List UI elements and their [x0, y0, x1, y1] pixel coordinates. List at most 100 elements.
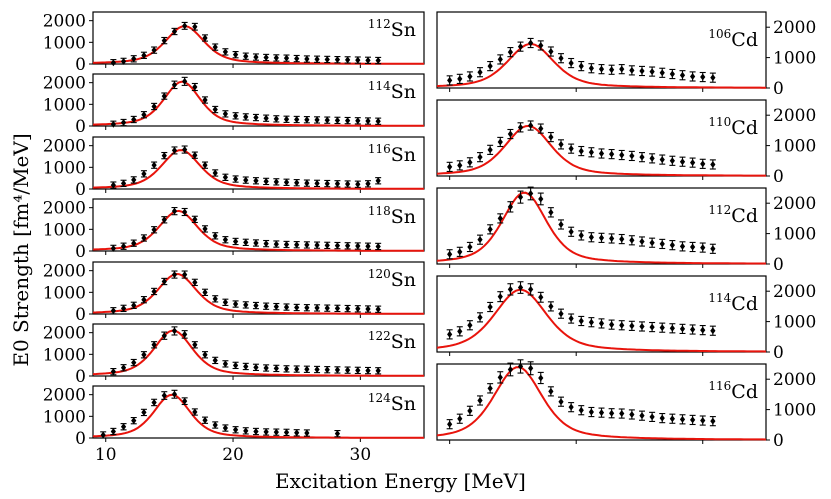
y-tick-label: 0: [773, 167, 784, 187]
data-point: [314, 55, 321, 63]
data-point: [324, 366, 331, 374]
data-point: [344, 304, 351, 313]
y-tick-label: 1000: [43, 220, 86, 240]
data-point: [140, 234, 147, 242]
isotope-label: 122Sn: [368, 329, 416, 353]
axes-frame: [436, 187, 767, 265]
data-point: [283, 303, 290, 311]
data-point: [334, 116, 341, 125]
fit-curve: [436, 42, 766, 89]
y-tick-label: 2000: [43, 324, 86, 344]
data-point: [242, 176, 249, 184]
y-tick-label: 1000: [773, 49, 816, 69]
data-point: [679, 156, 686, 167]
data-point: [598, 148, 605, 159]
data-point: [222, 48, 229, 56]
data-point: [273, 178, 280, 186]
data-point: [181, 207, 188, 217]
data-point: [151, 226, 158, 234]
data-point: [130, 55, 137, 63]
data-point: [212, 43, 219, 51]
data-point: [252, 53, 259, 61]
data-point: [252, 427, 259, 436]
data-point: [303, 179, 310, 187]
data-point: [558, 308, 565, 319]
data-point: [283, 115, 290, 123]
data-point: [293, 241, 300, 249]
isotope-label: 116Cd: [708, 379, 758, 403]
y-tick-label: 2000: [773, 194, 816, 214]
data-point: [120, 304, 127, 313]
data-point: [161, 36, 168, 45]
data-point: [568, 402, 575, 413]
data-point: [598, 407, 605, 418]
y-tick-label: 1000: [43, 283, 86, 303]
data-point: [283, 178, 290, 186]
data-point: [588, 63, 595, 74]
data-point: [487, 301, 494, 313]
data-point: [232, 237, 239, 246]
isotope-label: 124Sn: [368, 391, 416, 415]
data-point: [547, 301, 554, 312]
data-point: [649, 321, 656, 333]
data-point: [252, 301, 259, 310]
data-point: [151, 398, 158, 407]
data-point: [252, 113, 259, 122]
data-point: [375, 56, 382, 65]
data-point: [659, 154, 666, 165]
data-point: [638, 410, 645, 421]
axes-frame: [92, 73, 425, 127]
data-point: [638, 236, 645, 247]
data-point: [699, 325, 706, 336]
isotope-label: 112Sn: [368, 17, 416, 41]
data-point: [140, 51, 147, 60]
y-tick-label: 2000: [773, 18, 816, 38]
data-point: [527, 186, 534, 201]
data-point: [140, 111, 147, 119]
data-point: [588, 232, 595, 243]
data-point: [202, 161, 209, 169]
data-point: [242, 238, 249, 247]
data-point: [303, 365, 310, 373]
data-point: [659, 413, 666, 424]
data-point: [527, 120, 534, 131]
data-point: [283, 240, 290, 249]
data-point: [466, 157, 473, 168]
panel-112cd: 0 1000 2000 112Cd: [436, 186, 816, 275]
data-point: [446, 75, 453, 86]
data-point: [487, 383, 494, 394]
data-point: [588, 147, 595, 158]
data-point: [110, 367, 117, 376]
y-tick-label: 1000: [773, 401, 816, 421]
data-point: [140, 296, 147, 304]
data-point: [171, 206, 178, 216]
data-point: [232, 426, 239, 434]
data-point: [628, 150, 635, 162]
data-point: [638, 152, 645, 163]
data-point: [527, 361, 534, 376]
data-point: [344, 116, 351, 125]
y-tick-label: 2000: [773, 106, 816, 126]
data-point: [130, 358, 137, 367]
y-tick-label: 2000: [43, 12, 86, 32]
data-point: [324, 304, 331, 312]
data-point: [679, 414, 686, 425]
data-point: [334, 429, 341, 438]
data-point: [191, 278, 198, 287]
data-point: [263, 114, 270, 122]
isotope-label: 120Sn: [368, 267, 416, 291]
data-point: [618, 64, 625, 75]
data-point: [161, 331, 168, 340]
data-point: [517, 190, 524, 204]
data-point: [618, 320, 625, 331]
y-tick-label: 0: [75, 55, 86, 75]
data-point: [110, 307, 117, 315]
data-point: [699, 71, 706, 83]
data-point: [364, 180, 371, 188]
axes-frame: [92, 261, 425, 315]
y-tick-label: 0: [75, 242, 86, 262]
data-point: [446, 329, 453, 340]
data-point: [456, 160, 463, 171]
